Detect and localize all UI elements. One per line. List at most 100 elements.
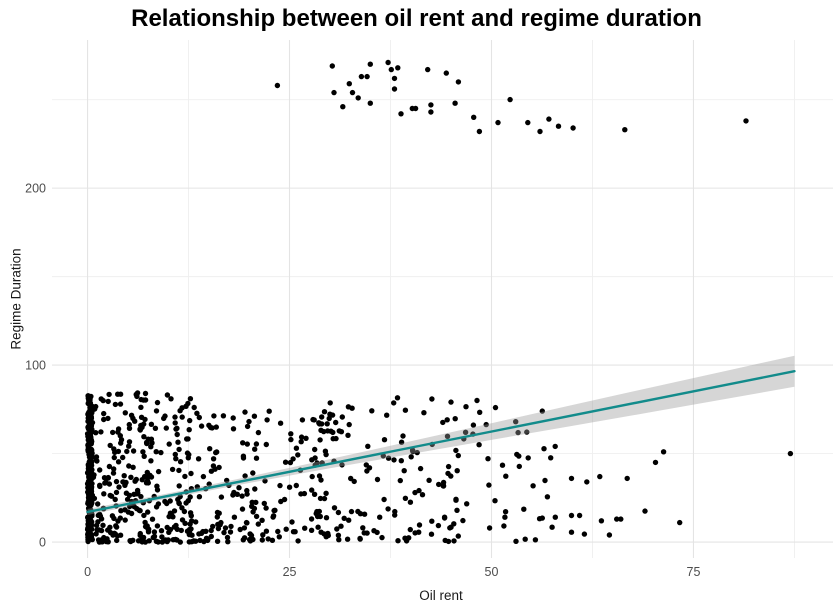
data-point [166,441,172,447]
data-point [106,391,112,398]
data-point [542,477,548,484]
data-point [216,510,222,516]
data-point [302,525,308,531]
data-point [391,86,398,92]
data-point [106,481,113,487]
data-point [334,526,340,532]
data-point [448,399,454,405]
data-point [126,425,133,431]
data-point [364,468,370,474]
data-point [244,487,250,494]
data-point [250,470,256,476]
data-point [203,535,210,541]
data-point [321,409,328,415]
data-point [154,487,161,493]
data-point [355,95,361,101]
data-point [447,525,453,531]
data-point [367,100,373,106]
data-point [330,429,336,436]
data-point [197,537,203,544]
data-point [138,422,144,429]
data-point [445,463,452,470]
data-point [172,536,179,543]
data-point [346,421,352,428]
data-point [548,455,554,461]
data-point [84,481,91,487]
data-point [275,528,281,535]
data-point [452,100,458,106]
data-point [451,538,457,544]
data-point [263,441,269,448]
data-point [316,420,322,426]
data-point [317,495,324,502]
data-point [182,473,188,480]
data-point [97,467,103,473]
data-point [230,426,237,432]
data-point [314,508,320,515]
data-point [253,455,260,461]
data-point [105,539,111,545]
data-point [417,465,424,472]
data-point [298,491,304,497]
data-point [642,508,648,514]
data-point [398,458,404,464]
data-point [143,480,150,486]
data-point [191,404,197,411]
data-point [122,517,128,523]
data-point [234,491,240,497]
data-point [101,410,107,417]
data-point [145,509,151,515]
data-point [349,405,355,411]
data-point [225,539,231,545]
data-point [240,440,246,446]
data-point [93,531,99,537]
data-point [339,414,345,420]
data-point [499,462,506,468]
data-point [445,538,452,545]
data-point [462,429,469,435]
data-point [455,452,461,459]
data-point [315,524,321,530]
data-point [177,408,183,414]
data-point [173,522,179,529]
x-tick-label: 0 [84,565,91,579]
data-point [96,511,103,517]
data-point [346,81,352,87]
data-point [95,501,101,507]
data-point [464,501,470,507]
data-point [166,513,172,520]
data-point [391,457,397,463]
data-point [110,470,117,476]
data-point [270,514,276,520]
data-point [87,440,93,446]
data-point [451,521,457,527]
data-point [331,505,338,511]
data-point [474,397,480,404]
data-point [134,491,140,497]
data-point [261,500,267,507]
data-point [101,416,107,423]
data-point [614,516,620,522]
data-point [115,391,121,397]
data-point [174,431,180,438]
data-point [241,535,248,541]
data-point [263,505,269,511]
data-point [346,517,352,523]
data-point [374,476,381,483]
data-point [318,529,324,535]
data-point [93,430,99,436]
data-point [660,449,667,455]
x-tick-label: 25 [283,565,297,579]
data-point [379,534,385,541]
data-point [144,469,150,476]
data-point [394,395,401,401]
data-point [221,529,227,536]
data-point [110,532,116,538]
data-point [196,414,202,421]
data-point [113,524,120,530]
data-point [295,538,301,544]
data-point [134,505,140,512]
data-point [187,417,193,424]
data-point [126,443,132,449]
